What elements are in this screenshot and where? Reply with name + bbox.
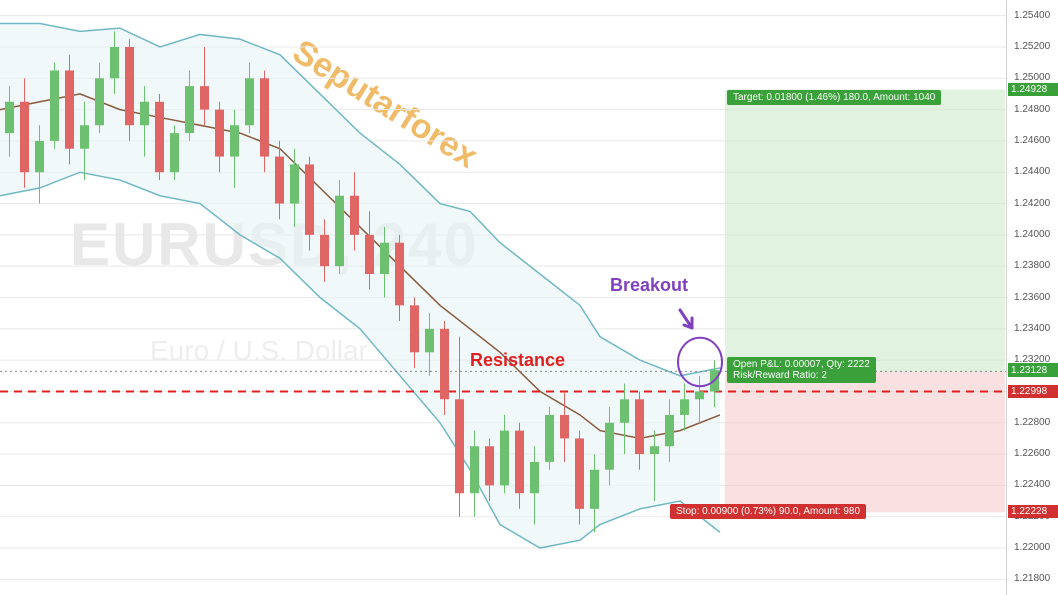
price-flag: 1.22228: [1008, 505, 1058, 518]
target-label[interactable]: Target: 0.01800 (1.46%) 180.0, Amount: 1…: [727, 90, 941, 105]
price-tick: 1.22400: [1010, 479, 1058, 490]
price-tick: 1.23600: [1010, 292, 1058, 303]
price-axis: 1.254001.252001.250001.248001.246001.244…: [1006, 0, 1058, 595]
breakout-annotation: Breakout: [610, 275, 688, 296]
price-tick: 1.21800: [1010, 573, 1058, 584]
price-flag: 1.24928: [1008, 83, 1058, 96]
pnl-line1: Open P&L: 0.00007, Qty: 2222: [733, 359, 870, 370]
price-tick: 1.23800: [1010, 260, 1058, 271]
price-tick: 1.25200: [1010, 41, 1058, 52]
stop-label[interactable]: Stop: 0.00900 (0.73%) 90.0, Amount: 980: [670, 504, 866, 519]
chart-area[interactable]: EURUSD, 240 Euro / U.S. Dollar Seputarfo…: [0, 0, 1006, 595]
price-tick: 1.24000: [1010, 229, 1058, 240]
price-tick: 1.24600: [1010, 135, 1058, 146]
price-tick: 1.23400: [1010, 323, 1058, 334]
price-flag: 1.22998: [1008, 385, 1058, 398]
pnl-line2: Risk/Reward Ratio: 2: [733, 370, 827, 381]
price-tick: 1.22600: [1010, 448, 1058, 459]
price-tick: 1.22800: [1010, 417, 1058, 428]
price-tick: 1.24400: [1010, 166, 1058, 177]
price-tick: 1.24200: [1010, 198, 1058, 209]
price-tick: 1.22000: [1010, 542, 1058, 553]
price-flag: 1.23128: [1008, 364, 1058, 377]
pnl-label[interactable]: Open P&L: 0.00007, Qty: 2222 Risk/Reward…: [727, 357, 876, 383]
price-tick: 1.25400: [1010, 10, 1058, 21]
resistance-annotation: Resistance: [470, 350, 565, 371]
price-tick: 1.24800: [1010, 104, 1058, 115]
